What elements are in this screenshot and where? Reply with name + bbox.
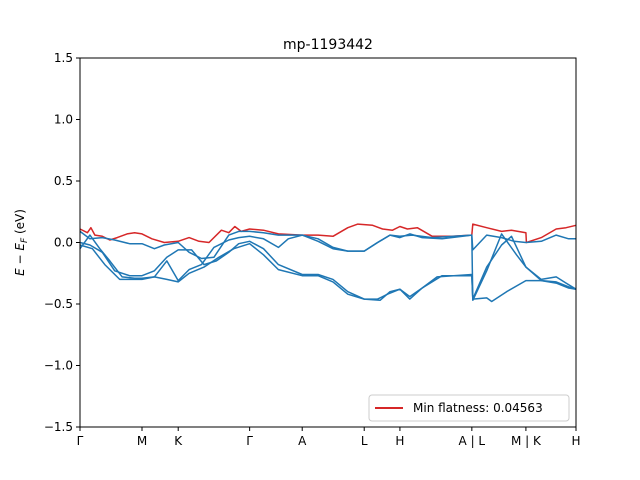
y-tick-label: 0.5 bbox=[54, 174, 73, 188]
band-line-3 bbox=[79, 235, 577, 300]
y-tick-label: −1.5 bbox=[44, 420, 73, 434]
x-tick-label: K bbox=[174, 434, 183, 448]
x-tick-label: L bbox=[361, 434, 368, 448]
x-tick-label: Γ bbox=[77, 434, 84, 448]
y-tick-label: 1.0 bbox=[54, 113, 73, 127]
legend: Min flatness: 0.04563 bbox=[368, 394, 570, 422]
band-line-2 bbox=[79, 233, 577, 302]
chart-title: mp-1193442 bbox=[283, 37, 373, 53]
x-tick-label: Γ bbox=[246, 434, 253, 448]
x-tick-label: M bbox=[137, 434, 147, 448]
x-axis: Γ M K Γ A L H A | L M | K H bbox=[77, 427, 581, 448]
x-tick-label: A | L bbox=[459, 434, 486, 448]
y-axis-label: E − EF (eV) bbox=[13, 209, 30, 276]
y-tick-label: 1.5 bbox=[54, 51, 73, 65]
x-tick-label: A bbox=[298, 434, 307, 448]
y-tick-label: −0.5 bbox=[44, 297, 73, 311]
y-tick-label: 0.0 bbox=[54, 236, 73, 250]
band-line-1 bbox=[79, 230, 576, 260]
x-tick-label: H bbox=[571, 434, 580, 448]
band-line-4 bbox=[79, 242, 577, 303]
x-tick-label: H bbox=[395, 434, 404, 448]
y-tick-label: −1.0 bbox=[44, 359, 73, 373]
x-tick-label: M | K bbox=[511, 434, 542, 448]
legend-box bbox=[368, 394, 570, 422]
y-axis: −1.5 −1.0 −0.5 0.0 0.5 1.0 1.5 bbox=[44, 51, 80, 434]
legend-entry-label: Min flatness: 0.04563 bbox=[413, 401, 543, 415]
plot-lines bbox=[79, 223, 577, 303]
